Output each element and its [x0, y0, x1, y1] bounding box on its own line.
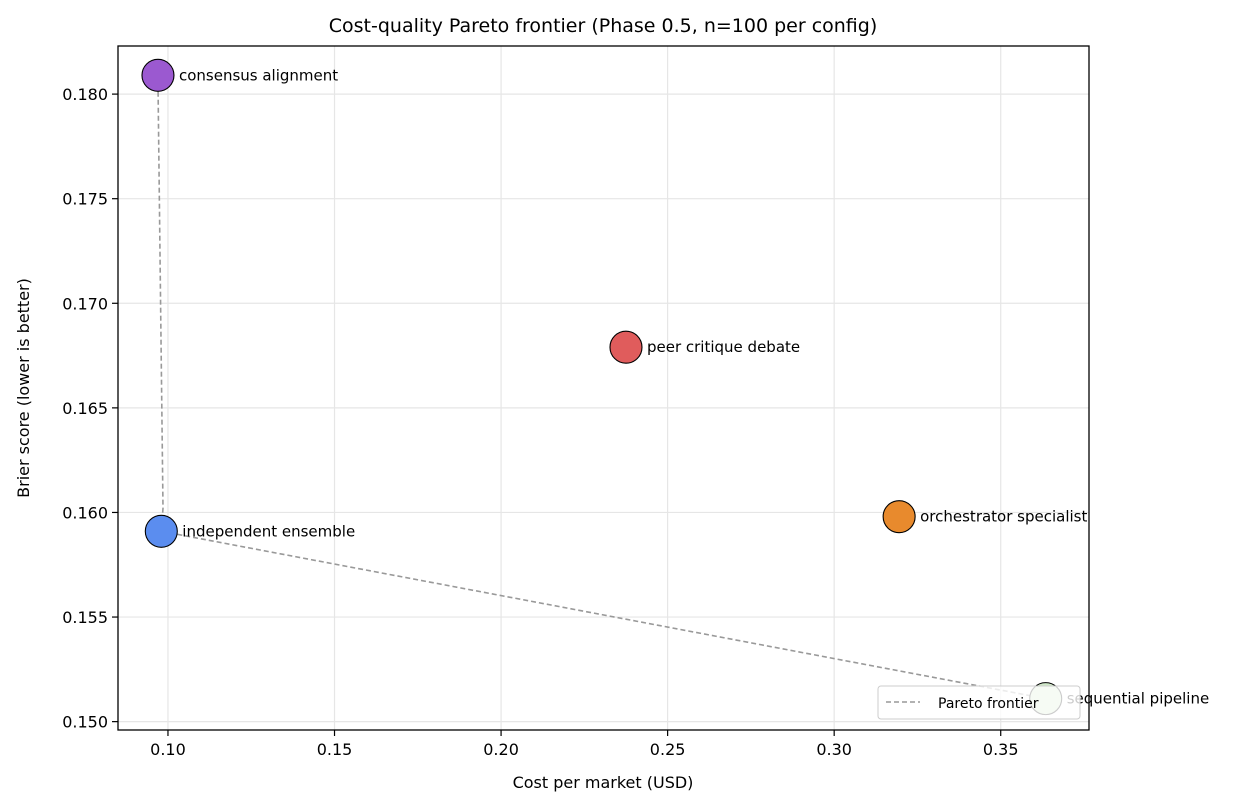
legend: Pareto frontier — [877, 685, 1081, 720]
y-tick-label: 0.160 — [62, 503, 108, 522]
point-label: orchestrator specialist — [920, 508, 1087, 526]
x-tick-label: 0.10 — [150, 740, 186, 759]
points-layer: consensus alignment peer critique debate i… — [141, 58, 1210, 716]
data-point — [144, 514, 178, 548]
data-point — [882, 500, 916, 534]
point-label: independent ensemble — [182, 522, 355, 540]
y-tick-label: 0.165 — [62, 399, 108, 418]
y-tick-label: 0.150 — [62, 713, 108, 732]
x-axis-label: Cost per market (USD) — [513, 773, 694, 792]
point-label: consensus alignment — [179, 66, 338, 84]
x-tick-label: 0.25 — [650, 740, 686, 759]
y-tick-label: 0.170 — [62, 294, 108, 313]
ticks-layer: 0.10 0.15 0.20 0.25 0.30 0.35 0.150 0.155 0.160 0… — [62, 85, 1018, 759]
y-axis-label: Brier score (lower is better) — [14, 278, 33, 498]
x-tick-label: 0.15 — [317, 740, 353, 759]
legend-frontier-label: Pareto frontier — [938, 696, 1039, 712]
point-label: sequential pipeline — [1067, 690, 1210, 708]
data-point — [141, 58, 175, 92]
x-tick-label: 0.35 — [983, 740, 1019, 759]
x-tick-label: 0.30 — [816, 740, 852, 759]
data-point — [609, 330, 643, 364]
legend-box — [877, 685, 1081, 720]
y-tick-label: 0.180 — [62, 85, 108, 104]
x-tick-label: 0.20 — [483, 740, 519, 759]
y-tick-label: 0.175 — [62, 190, 108, 209]
chart-title: Cost-quality Pareto frontier (Phase 0.5,… — [329, 15, 878, 37]
plot-frame — [117, 45, 1090, 731]
y-tick-label: 0.155 — [62, 608, 108, 627]
point-label: peer critique debate — [647, 338, 800, 356]
grid — [118, 46, 1089, 730]
